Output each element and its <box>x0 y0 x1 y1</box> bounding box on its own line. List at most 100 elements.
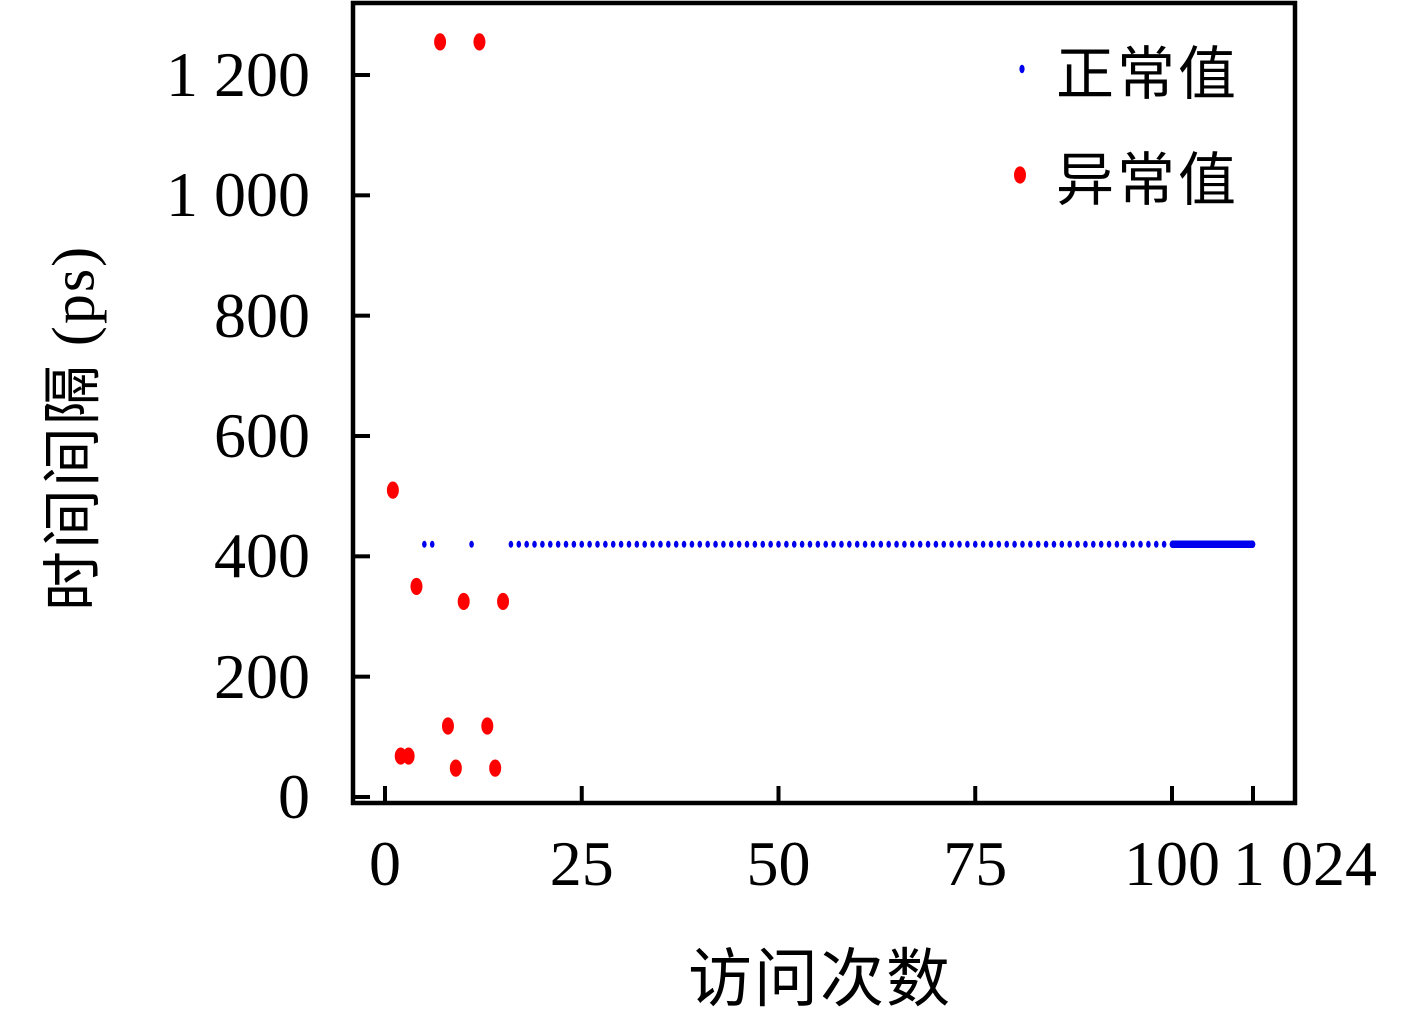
y-axis-title: 时间间隔 (ps) <box>40 244 107 612</box>
normal-point <box>831 540 836 548</box>
x-tick-label: 25 <box>549 828 614 899</box>
y-tick-label: 0 <box>278 761 310 832</box>
normal-point <box>815 540 821 548</box>
legend-label-outlier: 异常值 <box>1056 148 1240 213</box>
normal-point <box>1122 540 1128 548</box>
normal-point <box>941 540 947 548</box>
normal-point <box>618 540 624 548</box>
normal-point <box>666 540 671 548</box>
normal-point <box>516 540 522 548</box>
abnormal-point <box>386 481 399 499</box>
normal-point <box>760 540 766 548</box>
normal-point <box>681 540 687 548</box>
normal-point <box>610 540 616 548</box>
normal-point <box>1138 540 1143 548</box>
normal-point <box>972 540 978 548</box>
normal-point <box>422 540 427 548</box>
normal-point <box>949 540 954 548</box>
normal-point <box>508 540 514 548</box>
normal-point <box>603 540 608 548</box>
normal-point <box>807 540 813 548</box>
y-tick-label: 800 <box>214 279 310 351</box>
normal-point <box>854 540 860 548</box>
normal-point <box>823 540 829 548</box>
normal-point <box>1083 540 1088 548</box>
normal-point <box>1106 540 1112 548</box>
abnormal-point <box>481 717 494 735</box>
abnormal-point <box>473 33 486 51</box>
normal-point <box>650 540 655 548</box>
normal-point <box>886 540 891 548</box>
normal-point <box>1146 540 1151 548</box>
abnormal-point <box>410 577 423 596</box>
normal-point <box>1153 540 1159 548</box>
y-tick-label: 400 <box>214 520 310 592</box>
normal-point <box>791 540 797 548</box>
y-tick-label: 1 000 <box>166 159 310 231</box>
normal-point <box>713 540 718 548</box>
x-tick-label: 50 <box>746 828 811 899</box>
normal-point <box>965 540 970 548</box>
x-tick-label: 100 <box>1124 828 1220 899</box>
normal-point <box>587 540 592 548</box>
normal-point <box>933 540 939 548</box>
normal-point <box>579 540 585 548</box>
x-tick-label: 0 <box>369 828 401 899</box>
normal-point <box>673 540 679 548</box>
normal-point <box>571 540 577 548</box>
normal-point <box>429 540 435 548</box>
x-tick-label: 1 024 <box>1233 828 1377 899</box>
normal-point <box>1051 540 1057 548</box>
normal-point <box>728 540 734 548</box>
normal-point <box>917 540 923 548</box>
normal-point <box>697 540 703 548</box>
normal-point <box>744 540 750 548</box>
normal-point <box>1098 540 1104 548</box>
normal-point <box>532 540 537 548</box>
normal-point <box>469 540 474 548</box>
normal-point <box>870 540 876 548</box>
normal-point <box>768 540 773 548</box>
normal-point <box>1130 540 1135 548</box>
abnormal-point <box>434 33 447 51</box>
abnormal-point <box>449 759 462 777</box>
normal-point <box>658 540 663 548</box>
normal-point <box>634 540 640 548</box>
abnormal-point <box>457 592 470 611</box>
normal-point <box>776 540 781 548</box>
abnormal-point <box>402 747 415 765</box>
x-tick-label: 75 <box>943 828 1008 899</box>
abnormal-point <box>489 759 502 777</box>
normal-point <box>862 540 868 548</box>
abnormal-point <box>497 592 510 611</box>
x-axis-title: 访问次数 <box>688 944 952 1015</box>
normal-point <box>1020 540 1025 548</box>
legend-label-normal: 正常值 <box>1056 42 1240 107</box>
normal-point <box>925 540 931 548</box>
normal-point <box>894 540 899 548</box>
normal-point <box>1161 540 1167 548</box>
y-tick-label: 1 200 <box>166 39 310 110</box>
legend-marker-outlier <box>1014 166 1026 184</box>
normal-point <box>980 540 986 548</box>
normal-point <box>957 540 962 548</box>
normal-point <box>1114 540 1120 548</box>
legend-marker-normal <box>1019 64 1025 74</box>
normal-point <box>626 540 632 548</box>
normal-point <box>721 540 726 548</box>
normal-point <box>1075 540 1080 548</box>
normal-point <box>547 540 553 548</box>
normal-point <box>1067 540 1072 548</box>
normal-point <box>1028 540 1033 548</box>
normal-point <box>1012 540 1017 548</box>
normal-point <box>909 540 915 548</box>
y-tick-label: 600 <box>214 400 310 471</box>
abnormal-point <box>441 717 454 735</box>
normal-point <box>847 540 852 548</box>
normal-point <box>1250 540 1256 548</box>
normal-point <box>1043 540 1049 548</box>
normal-point <box>752 540 758 548</box>
normal-point <box>878 540 884 548</box>
